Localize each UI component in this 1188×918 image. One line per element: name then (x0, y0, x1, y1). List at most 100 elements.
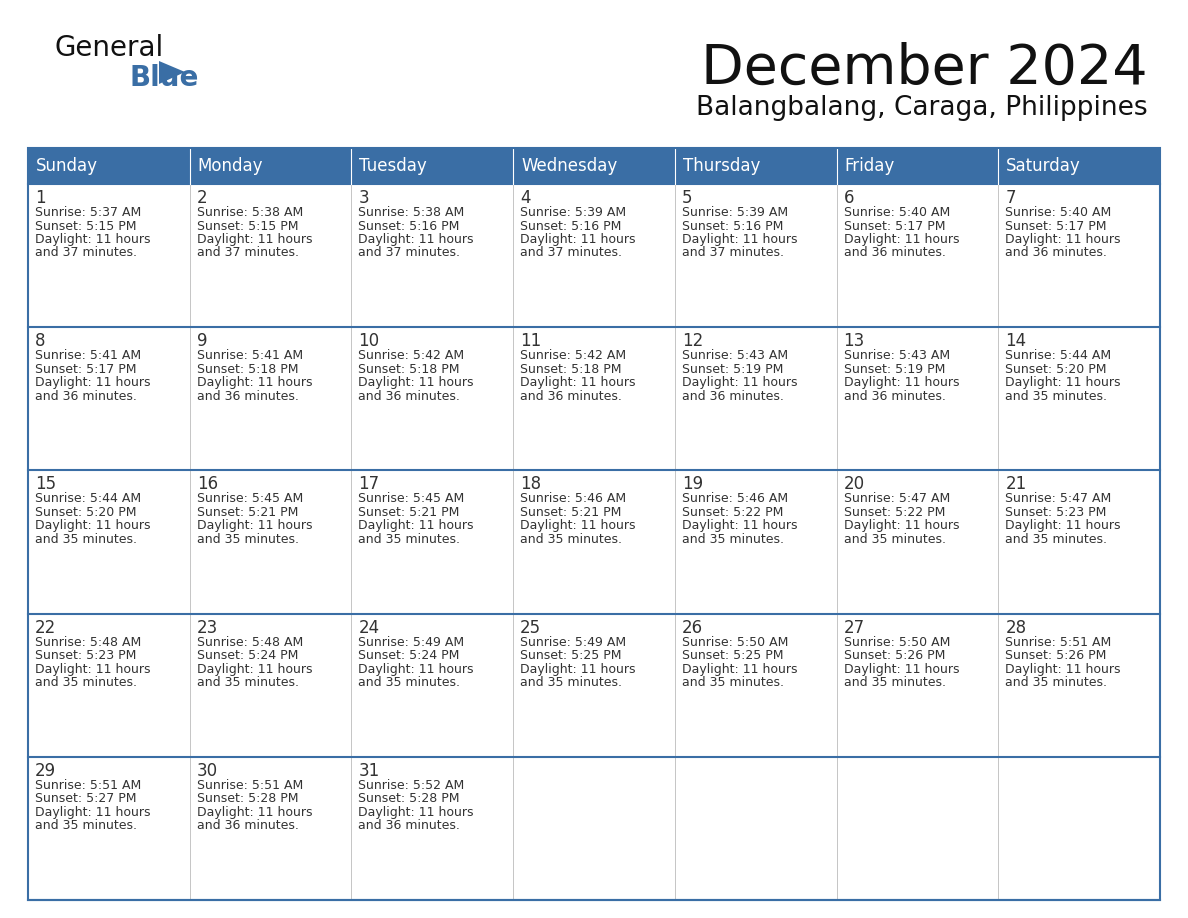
Text: Balangbalang, Caraga, Philippines: Balangbalang, Caraga, Philippines (696, 95, 1148, 121)
Text: 31: 31 (359, 762, 380, 779)
Text: Sunset: 5:16 PM: Sunset: 5:16 PM (520, 219, 621, 232)
Text: Daylight: 11 hours: Daylight: 11 hours (359, 520, 474, 532)
Text: Sunrise: 5:49 AM: Sunrise: 5:49 AM (520, 635, 626, 649)
Text: Sunset: 5:25 PM: Sunset: 5:25 PM (520, 649, 621, 662)
Text: and 36 minutes.: and 36 minutes. (520, 390, 623, 403)
Bar (190, 613, 352, 756)
Text: Sunrise: 5:41 AM: Sunrise: 5:41 AM (197, 349, 303, 363)
Text: Wednesday: Wednesday (522, 157, 618, 175)
Text: and 37 minutes.: and 37 minutes. (682, 247, 784, 260)
Text: Sunrise: 5:48 AM: Sunrise: 5:48 AM (34, 635, 141, 649)
Text: 14: 14 (1005, 332, 1026, 350)
Text: 5: 5 (682, 189, 693, 207)
Bar (352, 327, 513, 470)
Text: 19: 19 (682, 476, 703, 493)
Text: Sunset: 5:21 PM: Sunset: 5:21 PM (520, 506, 621, 519)
Text: Daylight: 11 hours: Daylight: 11 hours (197, 520, 312, 532)
Text: 24: 24 (359, 619, 379, 636)
Text: and 37 minutes.: and 37 minutes. (520, 247, 623, 260)
Bar (998, 756, 1159, 900)
Text: and 35 minutes.: and 35 minutes. (197, 676, 298, 689)
Text: Sunset: 5:24 PM: Sunset: 5:24 PM (197, 649, 298, 662)
Text: Sunrise: 5:46 AM: Sunrise: 5:46 AM (520, 492, 626, 506)
Text: Friday: Friday (845, 157, 895, 175)
Text: December 2024: December 2024 (701, 42, 1148, 96)
Bar (190, 327, 352, 470)
Text: Daylight: 11 hours: Daylight: 11 hours (197, 806, 312, 819)
Text: Monday: Monday (197, 157, 264, 175)
Text: and 35 minutes.: and 35 minutes. (34, 819, 137, 833)
Text: Sunrise: 5:47 AM: Sunrise: 5:47 AM (1005, 492, 1112, 506)
Text: and 36 minutes.: and 36 minutes. (359, 390, 460, 403)
Bar (513, 184, 675, 327)
Text: 27: 27 (843, 619, 865, 636)
Text: Sunset: 5:27 PM: Sunset: 5:27 PM (34, 792, 137, 805)
Text: 12: 12 (682, 332, 703, 350)
Text: 11: 11 (520, 332, 542, 350)
Text: 13: 13 (843, 332, 865, 350)
Text: Daylight: 11 hours: Daylight: 11 hours (520, 376, 636, 389)
Text: Daylight: 11 hours: Daylight: 11 hours (359, 806, 474, 819)
Text: Sunset: 5:17 PM: Sunset: 5:17 PM (1005, 219, 1107, 232)
Text: Sunrise: 5:43 AM: Sunrise: 5:43 AM (682, 349, 788, 363)
Bar (29, 613, 190, 756)
Text: 2: 2 (197, 189, 208, 207)
Bar (352, 613, 513, 756)
Bar (190, 470, 352, 613)
Bar (190, 184, 352, 327)
Text: Daylight: 11 hours: Daylight: 11 hours (359, 233, 474, 246)
Text: Sunset: 5:28 PM: Sunset: 5:28 PM (197, 792, 298, 805)
Text: Daylight: 11 hours: Daylight: 11 hours (34, 663, 151, 676)
Text: Sunrise: 5:43 AM: Sunrise: 5:43 AM (843, 349, 949, 363)
Bar (675, 756, 836, 900)
Text: Sunrise: 5:37 AM: Sunrise: 5:37 AM (34, 206, 141, 219)
Text: Sunrise: 5:45 AM: Sunrise: 5:45 AM (197, 492, 303, 506)
Text: Sunrise: 5:38 AM: Sunrise: 5:38 AM (359, 206, 465, 219)
Text: and 35 minutes.: and 35 minutes. (843, 533, 946, 546)
Bar (675, 327, 836, 470)
Text: and 35 minutes.: and 35 minutes. (1005, 676, 1107, 689)
Text: Sunrise: 5:47 AM: Sunrise: 5:47 AM (843, 492, 950, 506)
Text: Daylight: 11 hours: Daylight: 11 hours (34, 520, 151, 532)
Text: Sunrise: 5:50 AM: Sunrise: 5:50 AM (843, 635, 950, 649)
Bar (29, 148, 1159, 900)
Text: 4: 4 (520, 189, 531, 207)
Bar (29, 756, 190, 900)
Text: Daylight: 11 hours: Daylight: 11 hours (34, 806, 151, 819)
Bar (352, 184, 513, 327)
Text: Blue: Blue (129, 64, 200, 92)
Text: Sunset: 5:16 PM: Sunset: 5:16 PM (682, 219, 783, 232)
Text: 20: 20 (843, 476, 865, 493)
Text: Sunset: 5:18 PM: Sunset: 5:18 PM (197, 363, 298, 375)
Text: Daylight: 11 hours: Daylight: 11 hours (843, 520, 959, 532)
Text: and 36 minutes.: and 36 minutes. (843, 247, 946, 260)
Bar (998, 327, 1159, 470)
Bar (675, 613, 836, 756)
Text: Daylight: 11 hours: Daylight: 11 hours (520, 233, 636, 246)
Text: Daylight: 11 hours: Daylight: 11 hours (197, 233, 312, 246)
Text: Daylight: 11 hours: Daylight: 11 hours (520, 663, 636, 676)
Text: 6: 6 (843, 189, 854, 207)
Text: and 35 minutes.: and 35 minutes. (1005, 533, 1107, 546)
Bar (998, 184, 1159, 327)
Text: Sunset: 5:15 PM: Sunset: 5:15 PM (197, 219, 298, 232)
Text: Daylight: 11 hours: Daylight: 11 hours (34, 233, 151, 246)
Text: Daylight: 11 hours: Daylight: 11 hours (34, 376, 151, 389)
Text: 1: 1 (34, 189, 45, 207)
Text: Daylight: 11 hours: Daylight: 11 hours (1005, 376, 1120, 389)
Bar (836, 470, 998, 613)
Text: and 35 minutes.: and 35 minutes. (359, 676, 461, 689)
Text: Sunrise: 5:45 AM: Sunrise: 5:45 AM (359, 492, 465, 506)
Text: and 37 minutes.: and 37 minutes. (197, 247, 298, 260)
Bar (836, 756, 998, 900)
Text: Sunrise: 5:50 AM: Sunrise: 5:50 AM (682, 635, 788, 649)
Text: Daylight: 11 hours: Daylight: 11 hours (682, 520, 797, 532)
Text: 25: 25 (520, 619, 542, 636)
Text: 22: 22 (34, 619, 56, 636)
Text: and 35 minutes.: and 35 minutes. (359, 533, 461, 546)
Text: Sunset: 5:24 PM: Sunset: 5:24 PM (359, 649, 460, 662)
Text: Daylight: 11 hours: Daylight: 11 hours (359, 663, 474, 676)
Polygon shape (159, 61, 185, 84)
Bar (29, 148, 1159, 184)
Text: Sunrise: 5:51 AM: Sunrise: 5:51 AM (34, 778, 141, 792)
